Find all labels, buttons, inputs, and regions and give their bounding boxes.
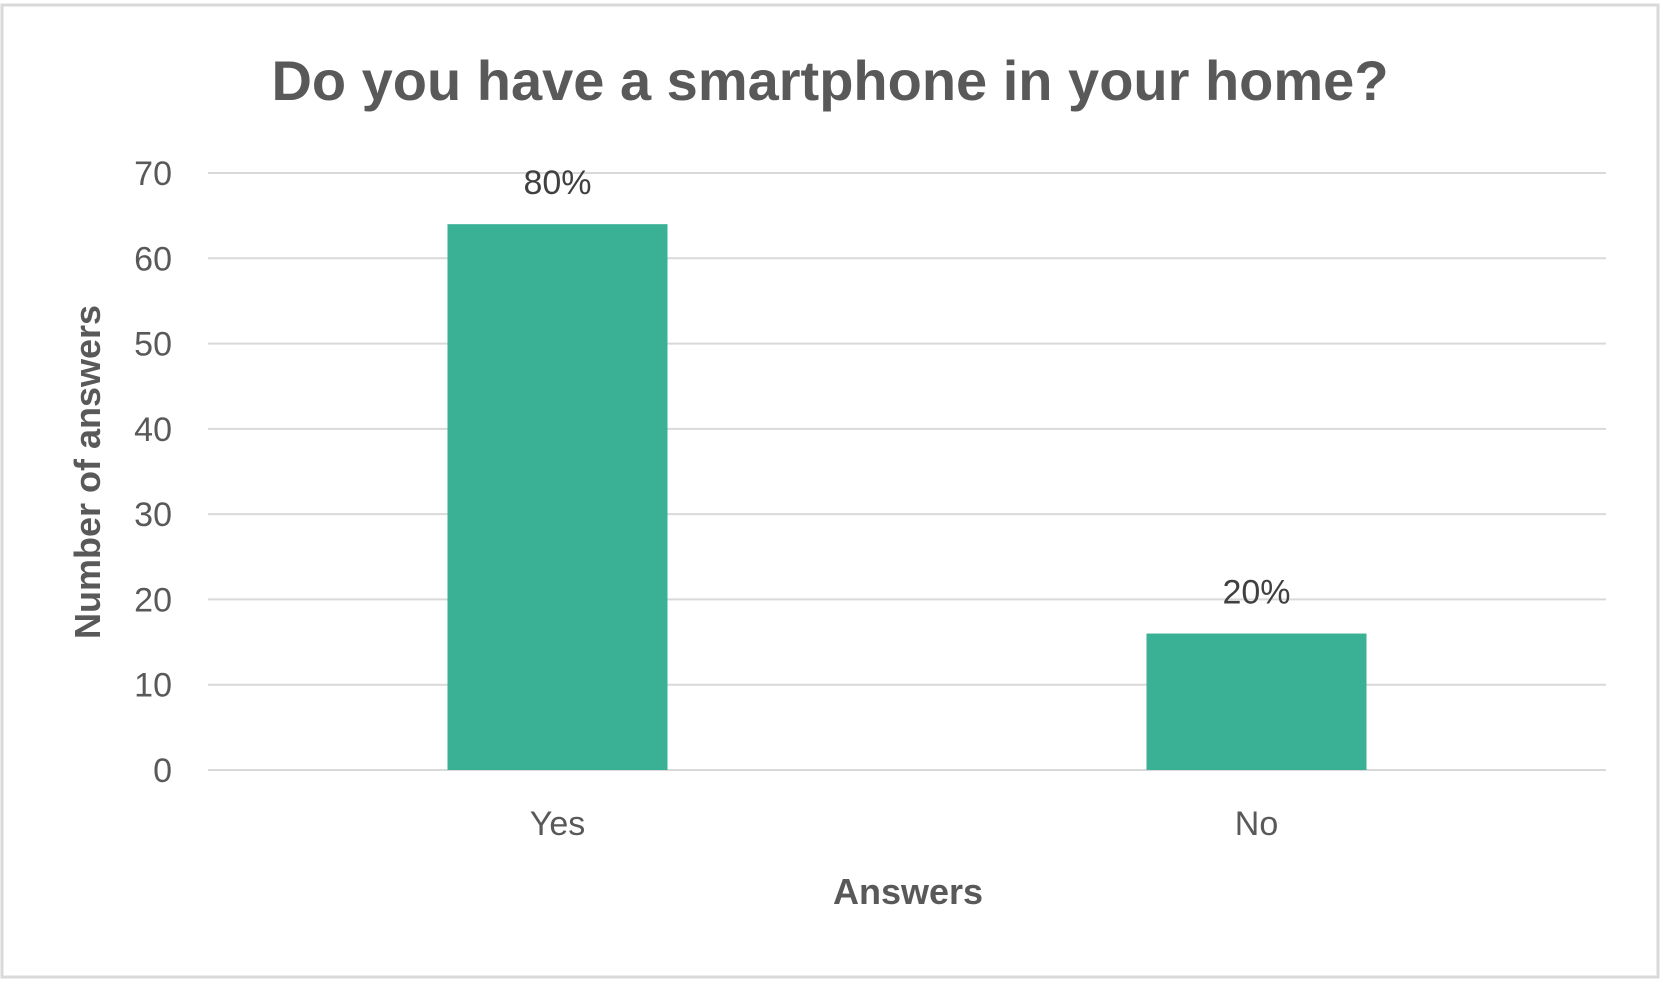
y-tick-label: 40 <box>134 411 172 449</box>
y-tick-label: 70 <box>134 155 172 193</box>
y-tick-label: 50 <box>134 326 172 364</box>
x-axis-ticks: Yes No <box>530 805 1278 843</box>
data-label: 80% <box>523 164 591 202</box>
bar-yes <box>447 224 668 770</box>
data-label: 20% <box>1222 574 1290 612</box>
y-tick-label: 20 <box>134 581 172 619</box>
y-tick-label: 60 <box>134 240 172 278</box>
y-tick-label: 30 <box>134 496 172 534</box>
y-axis-ticks: 0 10 20 30 40 50 60 70 <box>134 155 172 790</box>
x-tick-label: No <box>1235 805 1278 843</box>
y-tick-label: 10 <box>134 667 172 705</box>
gridlines <box>208 172 1606 771</box>
y-axis-title: Number of answers <box>67 305 108 639</box>
data-labels: 80% 20% <box>523 164 1290 611</box>
bars <box>447 224 1367 770</box>
y-tick-label: 0 <box>153 752 172 790</box>
chart-frame <box>0 3 1660 979</box>
bar-no <box>1146 633 1367 770</box>
x-tick-label: Yes <box>530 805 585 843</box>
chart-title: Do you have a smartphone in your home? <box>271 49 1388 112</box>
x-axis-title: Answers <box>833 871 983 912</box>
